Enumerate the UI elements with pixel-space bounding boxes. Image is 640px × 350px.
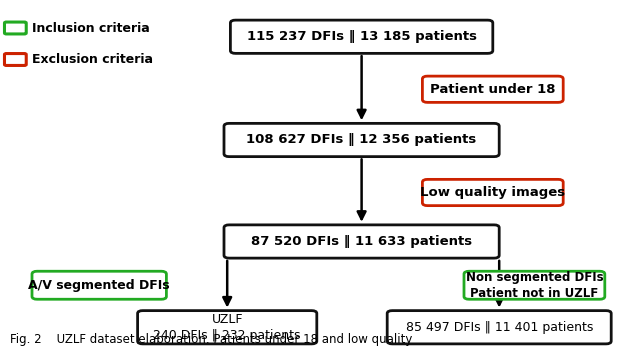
FancyBboxPatch shape: [422, 76, 563, 102]
FancyBboxPatch shape: [32, 271, 166, 299]
Text: 87 520 DFIs ‖ 11 633 patients: 87 520 DFIs ‖ 11 633 patients: [251, 235, 472, 248]
Text: UZLF
240 DFIs ‖ 232 patients: UZLF 240 DFIs ‖ 232 patients: [154, 313, 301, 342]
FancyBboxPatch shape: [4, 22, 26, 34]
Text: Fig. 2    UZLF dataset elaboration. Patients under 18 and low quality: Fig. 2 UZLF dataset elaboration. Patient…: [10, 334, 412, 346]
Text: Non segmented DFIs
Patient not in UZLF: Non segmented DFIs Patient not in UZLF: [465, 271, 604, 300]
Text: Patient under 18: Patient under 18: [430, 83, 556, 96]
Text: Inclusion criteria: Inclusion criteria: [32, 21, 150, 35]
Text: 115 237 DFIs ‖ 13 185 patients: 115 237 DFIs ‖ 13 185 patients: [246, 30, 477, 43]
FancyBboxPatch shape: [464, 271, 605, 299]
Text: 108 627 DFIs ‖ 12 356 patients: 108 627 DFIs ‖ 12 356 patients: [246, 133, 477, 147]
FancyBboxPatch shape: [4, 54, 26, 65]
FancyBboxPatch shape: [138, 311, 317, 344]
FancyBboxPatch shape: [224, 225, 499, 258]
FancyBboxPatch shape: [230, 20, 493, 53]
Text: 85 497 DFIs ‖ 11 401 patients: 85 497 DFIs ‖ 11 401 patients: [406, 321, 593, 334]
FancyBboxPatch shape: [422, 179, 563, 206]
Text: Exclusion criteria: Exclusion criteria: [32, 53, 153, 66]
Text: Low quality images: Low quality images: [420, 186, 565, 199]
FancyBboxPatch shape: [224, 124, 499, 157]
Text: A/V segmented DFIs: A/V segmented DFIs: [28, 279, 170, 292]
FancyBboxPatch shape: [387, 311, 611, 344]
